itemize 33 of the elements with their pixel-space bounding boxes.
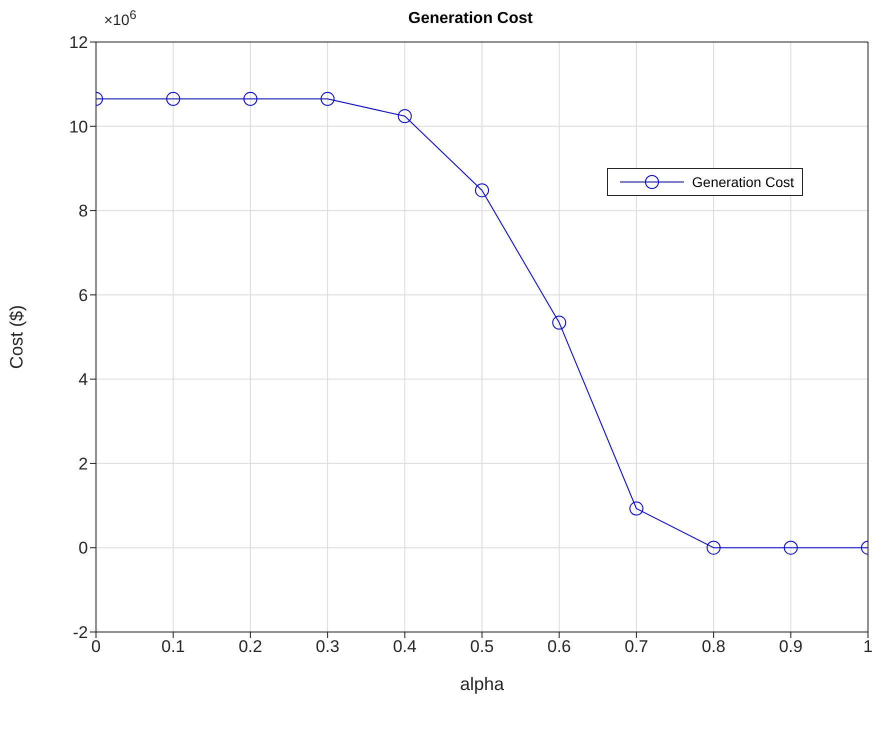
text: ×10$^{6}$ [104,8,136,29]
point [552,316,566,330]
x-axis-title: alpha [460,674,506,694]
x-tick-label: 0.7 [624,637,648,656]
x-tick-label: 0.1 [161,637,186,656]
x-tick-label: 0.6 [547,637,572,656]
x-tick-label: 0 [91,637,101,656]
x-tick-label: 0.8 [702,637,726,656]
point [320,92,335,106]
point [629,502,644,516]
point [398,109,412,124]
x-tick-label: 0.2 [238,637,262,656]
point [706,540,721,555]
y-tick-label: 12 [69,33,88,52]
chart-title: Generation Cost [408,10,533,27]
y-tick-label: 6 [78,286,88,305]
point [475,183,489,198]
point [166,92,180,106]
point [243,92,258,106]
x-tick-label: 0.3 [316,637,340,656]
legend-label: Generation Cost [692,174,794,190]
x-tick-label: 1 [863,637,873,656]
y-tick-label: 2 [78,454,88,474]
y-tick-label: 4 [78,370,88,390]
x-tick-label: 0.9 [778,637,803,656]
x-tick-label: 0.4 [392,637,417,656]
y-tick-label: -2 [72,623,88,642]
point [784,540,798,555]
y-tick-label: 10 [69,117,88,136]
y-tick-label: 8 [78,202,88,221]
x-tick-label: 0.5 [470,637,494,656]
y-axis-title: Cost ($) [6,304,26,370]
y-tick-label: 0 [78,538,88,558]
